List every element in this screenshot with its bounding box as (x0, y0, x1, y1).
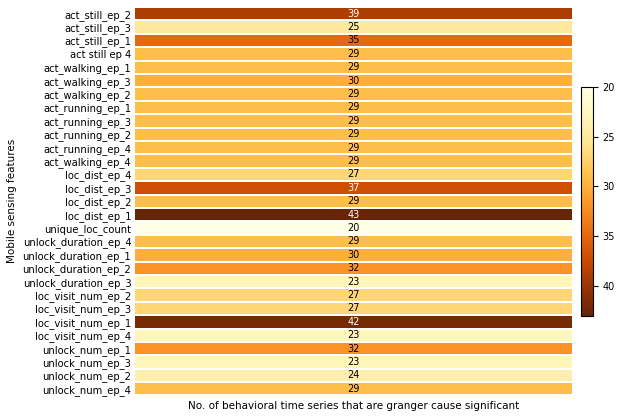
Bar (136, 329, 572, 341)
Text: 29: 29 (348, 116, 360, 126)
Bar (136, 169, 572, 180)
Bar (136, 196, 572, 207)
Bar (136, 249, 572, 260)
Text: 23: 23 (348, 357, 360, 367)
Text: 42: 42 (348, 317, 360, 327)
Text: 27: 27 (348, 169, 360, 179)
Text: 29: 29 (348, 62, 360, 72)
Text: 32: 32 (348, 344, 360, 354)
Text: 24: 24 (348, 370, 360, 380)
Bar (136, 383, 572, 395)
Bar (136, 303, 572, 314)
Bar (136, 343, 572, 354)
Bar (136, 115, 572, 127)
Text: 35: 35 (348, 36, 360, 46)
Bar (136, 209, 572, 220)
Text: 30: 30 (348, 76, 360, 86)
Text: 29: 29 (348, 156, 360, 166)
Text: 23: 23 (348, 330, 360, 340)
Text: 32: 32 (348, 263, 360, 273)
Bar (136, 289, 572, 301)
Bar (136, 316, 572, 327)
Bar (136, 75, 572, 87)
Text: 20: 20 (348, 223, 360, 233)
Bar (136, 182, 572, 194)
Text: 25: 25 (348, 22, 360, 32)
Text: 27: 27 (348, 290, 360, 300)
Text: 29: 29 (348, 102, 360, 112)
Bar (136, 370, 572, 381)
Bar (136, 102, 572, 113)
Text: 29: 29 (348, 143, 360, 153)
Text: 27: 27 (348, 303, 360, 314)
Bar (136, 276, 572, 287)
X-axis label: No. of behavioral time series that are granger cause significant: No. of behavioral time series that are g… (188, 401, 519, 411)
Text: 30: 30 (348, 250, 360, 260)
Text: 29: 29 (348, 89, 360, 99)
Text: 23: 23 (348, 277, 360, 287)
Bar (136, 61, 572, 73)
Text: 29: 29 (348, 384, 360, 394)
Bar (136, 88, 572, 100)
Bar (136, 222, 572, 234)
Text: 39: 39 (348, 9, 360, 19)
Bar (136, 129, 572, 140)
Text: 29: 29 (348, 196, 360, 206)
Bar (136, 35, 572, 46)
Bar (136, 263, 572, 274)
Bar (136, 236, 572, 247)
Text: 29: 29 (348, 129, 360, 139)
Y-axis label: Mobile sensing features: Mobile sensing features (7, 139, 17, 263)
Text: 43: 43 (348, 209, 360, 219)
Bar (136, 8, 572, 19)
Text: 37: 37 (348, 183, 360, 193)
Bar (136, 155, 572, 167)
Bar (136, 142, 572, 153)
Text: 29: 29 (348, 237, 360, 247)
Bar (136, 21, 572, 33)
Text: 29: 29 (348, 49, 360, 59)
Bar (136, 356, 572, 368)
Bar (136, 48, 572, 59)
